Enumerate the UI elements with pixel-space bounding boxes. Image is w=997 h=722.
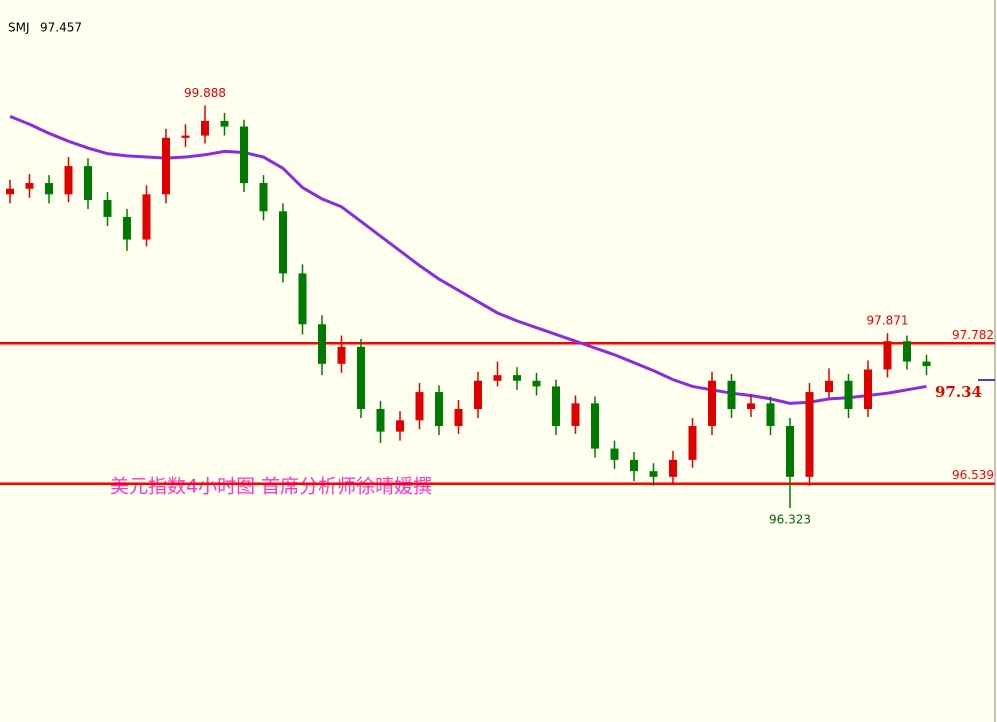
candle-body [649, 471, 658, 477]
candle-body [630, 459, 638, 472]
high-label: 97.871 [867, 314, 909, 328]
candle-body [571, 403, 580, 426]
candle-body [747, 403, 755, 410]
candle-body [435, 392, 443, 426]
candle-body [883, 341, 892, 370]
candle-body [64, 166, 73, 195]
candle-body [727, 380, 736, 410]
candle-body [103, 199, 112, 217]
candle-body [259, 183, 268, 212]
candle-body [415, 392, 424, 421]
candle-body [454, 409, 463, 426]
candle-body [864, 369, 872, 410]
price-label: 97.34 [935, 383, 982, 401]
candle-body [493, 375, 502, 381]
annotation: 美元指数4小时图 首席分析师徐晴媛撰 [110, 476, 432, 498]
candle-body [298, 273, 307, 325]
candle-body [708, 380, 716, 426]
candle-body [240, 126, 248, 184]
last-price: 97.457 [40, 21, 82, 35]
candle-body [45, 183, 53, 195]
candle-body [396, 420, 404, 432]
candle-body [279, 211, 287, 274]
candle-body [922, 361, 931, 367]
candle-body [220, 120, 229, 127]
candle-body [513, 375, 521, 381]
candle-body [474, 380, 482, 410]
candle-body [610, 448, 619, 460]
candle-body [123, 216, 131, 240]
candle-body [532, 380, 541, 387]
low-label: 96.323 [769, 513, 811, 527]
candle-body [357, 346, 365, 410]
candle-body [669, 459, 677, 477]
candle-body [318, 324, 326, 364]
candle-body [825, 380, 833, 393]
candle-body [552, 386, 560, 426]
high-label: 99.888 [184, 86, 226, 100]
candle-body [766, 403, 775, 426]
candle-body [201, 120, 209, 136]
candle-body [181, 135, 190, 138]
candle-body [786, 425, 794, 477]
candle-body [142, 194, 151, 240]
symbol: SMJ [8, 21, 30, 35]
level-label: 96.539 [952, 468, 994, 482]
candle-body [688, 425, 697, 460]
candle-body [162, 137, 170, 195]
candle-body [337, 346, 346, 364]
candle-body [25, 183, 34, 189]
candle-body [376, 409, 385, 432]
candle-body [844, 380, 853, 410]
candle-body [84, 166, 92, 200]
level-label: 97.782 [952, 328, 994, 342]
candle-body [591, 403, 599, 449]
candle-body [903, 341, 911, 362]
candle-body [6, 188, 14, 195]
candle-body [805, 392, 814, 477]
